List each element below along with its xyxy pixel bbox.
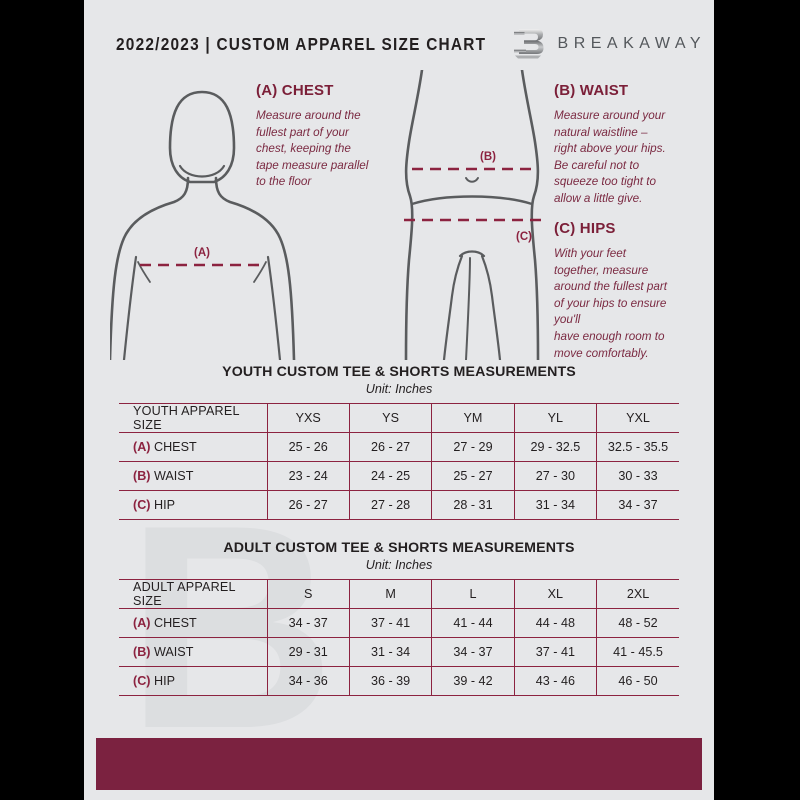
measurement-diagram: (A) [84, 70, 714, 360]
table-header-size-1: S [266, 579, 350, 609]
table-cell: 41 - 45.5 [596, 637, 679, 667]
youth-table-block: YOUTH CUSTOM TEE & SHORTS MEASUREMENTS U… [84, 364, 714, 520]
table-row: (A) CHEST 25 - 26 26 - 27 27 - 29 29 - 32.5 3… [119, 432, 679, 462]
waist-marker-label: (B) [480, 151, 496, 163]
table-cell: 39 - 42 [431, 666, 515, 696]
page-title: 2022/2023 | CUSTOM APPAREL SIZE CHART [116, 33, 487, 54]
callout-chest: (A) CHEST Measure around the fullest par… [256, 82, 406, 191]
row-label: (A) CHEST [119, 608, 268, 638]
table-header-size-4: YL [513, 403, 598, 433]
row-name: CHEST [150, 616, 197, 630]
table-header-size-5: YXL [596, 403, 679, 433]
table-cell: 34 - 37 [431, 637, 515, 667]
table-header-size-label: YOUTH APPAREL SIZE [119, 403, 268, 433]
row-label: (A) CHEST [119, 432, 268, 462]
row-name: CHEST [150, 440, 197, 454]
table-cell: 23 - 24 [266, 461, 350, 491]
table-cell: 32.5 - 35.5 [596, 432, 679, 462]
table-cell: 44 - 48 [513, 608, 598, 638]
brand-block: BREAKAWAY [512, 26, 706, 62]
male-torso-outline-icon: (A) [110, 90, 296, 360]
row-name: WAIST [150, 645, 194, 659]
table-row: (B) WAIST 23 - 24 24 - 25 25 - 27 27 - 30 30 … [119, 461, 679, 491]
chest-marker-label: (A) [194, 247, 210, 259]
brand-name: BREAKAWAY [557, 35, 706, 52]
table-cell: 25 - 26 [266, 432, 350, 462]
table-cell: 43 - 46 [513, 666, 598, 696]
row-label: (B) WAIST [119, 637, 268, 667]
table-cell: 46 - 50 [596, 666, 679, 696]
adult-table-block: ADULT CUSTOM TEE & SHORTS MEASUREMENTS U… [84, 540, 714, 696]
table-cell: 36 - 39 [348, 666, 433, 696]
callout-waist-body: Measure around your natural waistline – … [554, 109, 666, 206]
callout-waist-heading: (B) WAIST [554, 82, 629, 99]
male-hips-outline-icon: (B) (C) [404, 70, 542, 360]
table-header-row: ADULT APPAREL SIZE S M L XL 2XL [119, 579, 679, 609]
adult-table-title: ADULT CUSTOM TEE & SHORTS MEASUREMENTS [223, 540, 575, 556]
table-header-size-2: M [348, 579, 433, 609]
table-cell: 27 - 29 [431, 432, 515, 462]
table-cell: 37 - 41 [348, 608, 433, 638]
adult-size-table: ADULT APPAREL SIZE S M L XL 2XL (A) CHEST 34 - … [119, 579, 679, 696]
table-header-size-4: XL [513, 579, 598, 609]
table-header-size-5: 2XL [596, 579, 679, 609]
row-tag: (A) [133, 616, 151, 630]
table-cell: 29 - 32.5 [513, 432, 598, 462]
row-name: HIP [150, 498, 175, 512]
table-row: (B) WAIST 29 - 31 31 - 34 34 - 37 37 - 41 41 … [119, 637, 679, 667]
callout-hips-heading: (C) HIPS [554, 220, 616, 237]
callout-waist: (B) WAIST Measure around your natural wa… [554, 82, 704, 208]
row-name: WAIST [150, 469, 194, 483]
breakaway-b-logo-icon [513, 29, 544, 59]
table-row: (C) HIP 34 - 36 36 - 39 39 - 42 43 - 46 46 - … [119, 666, 679, 696]
table-header-size-2: YS [348, 403, 433, 433]
table-header-size-3: L [431, 579, 515, 609]
row-tag: (B) [133, 469, 151, 483]
table-cell: 24 - 25 [348, 461, 433, 491]
table-cell: 31 - 34 [513, 490, 598, 520]
footer-bar [96, 738, 702, 790]
table-cell: 48 - 52 [596, 608, 679, 638]
table-row: (C) HIP 26 - 27 27 - 28 28 - 31 31 - 34 34 - … [119, 490, 679, 520]
row-tag: (A) [133, 440, 151, 454]
youth-table-unit: Unit: Inches [365, 382, 433, 396]
chart-sheet: B 2022/2023 | CUSTOM APPAREL SIZE CHART [84, 0, 714, 800]
row-tag: (C) [133, 674, 151, 688]
table-cell: 27 - 30 [513, 461, 598, 491]
adult-table-unit: Unit: Inches [365, 558, 433, 572]
row-label: (C) HIP [119, 666, 268, 696]
table-header-size-label: ADULT APPAREL SIZE [119, 579, 268, 609]
table-row: (A) CHEST 34 - 37 37 - 41 41 - 44 44 - 48 48 … [119, 608, 679, 638]
table-header-size-1: YXS [266, 403, 350, 433]
callout-hips-body: With your feet together, measure around … [554, 247, 668, 360]
hips-marker-label: (C) [516, 231, 532, 243]
table-cell: 27 - 28 [348, 490, 433, 520]
table-cell: 41 - 44 [431, 608, 515, 638]
table-cell: 34 - 37 [266, 608, 350, 638]
table-cell: 26 - 27 [348, 432, 433, 462]
table-header-row: YOUTH APPAREL SIZE YXS YS YM YL YXL [119, 403, 679, 433]
table-cell: 25 - 27 [431, 461, 515, 491]
table-cell: 26 - 27 [266, 490, 350, 520]
table-cell: 31 - 34 [348, 637, 433, 667]
row-name: HIP [150, 674, 175, 688]
youth-table-title: YOUTH CUSTOM TEE & SHORTS MEASUREMENTS [222, 364, 576, 380]
table-cell: 29 - 31 [266, 637, 350, 667]
row-label: (C) HIP [119, 490, 268, 520]
table-cell: 34 - 37 [596, 490, 679, 520]
row-tag: (B) [133, 645, 151, 659]
callout-chest-heading: (A) CHEST [256, 82, 334, 99]
youth-size-table: YOUTH APPAREL SIZE YXS YS YM YL YXL (A) CHEST 2… [119, 403, 679, 520]
table-cell: 34 - 36 [266, 666, 350, 696]
table-cell: 28 - 31 [431, 490, 515, 520]
callout-hips: (C) HIPS With your feet together, measur… [554, 220, 706, 362]
row-label: (B) WAIST [119, 461, 268, 491]
table-cell: 37 - 41 [513, 637, 598, 667]
table-header-size-3: YM [431, 403, 515, 433]
page-header: 2022/2023 | CUSTOM APPAREL SIZE CHART [84, 24, 714, 64]
callout-chest-body: Measure around the fullest part of your … [256, 109, 369, 189]
row-tag: (C) [133, 498, 151, 512]
table-cell: 30 - 33 [596, 461, 679, 491]
